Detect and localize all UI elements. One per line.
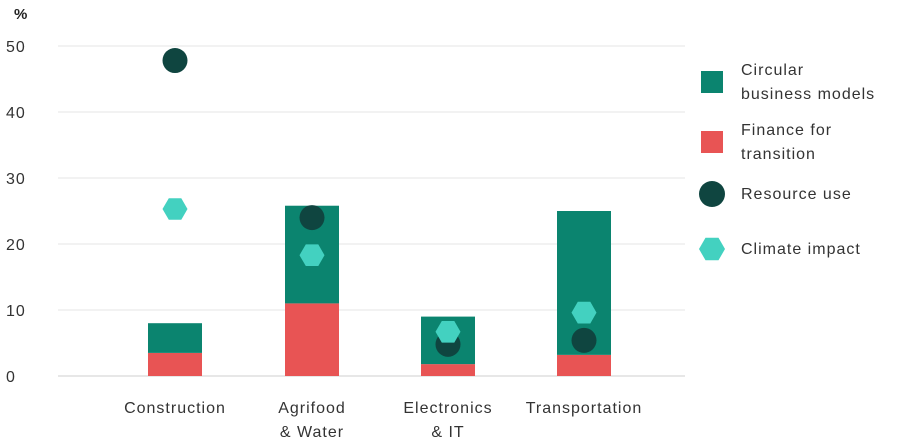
bar-segment: [148, 323, 202, 353]
climate-impact-marker: [435, 321, 461, 343]
category-label: Construction: [124, 400, 226, 417]
bar-segment: [148, 352, 202, 376]
bar-segment: [421, 364, 475, 376]
resource-use-marker: [571, 327, 597, 353]
legend-label: Circular business models: [741, 62, 875, 103]
climate-impact-marker: [162, 198, 188, 220]
category-label: Agrifood & Water: [278, 400, 346, 441]
y-axis-unit-label: %: [14, 6, 27, 23]
y-tick-label: 20: [6, 237, 26, 254]
resource-use-marker: [299, 205, 325, 231]
climate-impact-marker: [571, 301, 597, 324]
y-tick-label: 10: [6, 303, 26, 320]
legend-label: Finance for transition: [741, 122, 832, 163]
legend-label: Climate impact: [741, 241, 861, 258]
legend-swatch: [701, 131, 723, 153]
legend-label: Resource use: [741, 186, 852, 203]
legend-swatch: [701, 71, 723, 93]
climate-impact-marker: [299, 244, 325, 266]
resource-use-marker: [162, 48, 188, 74]
category-label: Electronics & IT: [403, 400, 492, 441]
y-tick-label: 30: [6, 171, 26, 188]
bar-segment: [285, 303, 339, 376]
bar-segment: [557, 354, 611, 376]
y-tick-label: 50: [6, 39, 26, 56]
category-label: Transportation: [526, 400, 643, 417]
y-tick-label: 40: [6, 105, 26, 122]
y-tick-label: 0: [6, 369, 16, 386]
legend-swatch: [699, 237, 725, 261]
legend-swatch: [699, 181, 725, 207]
